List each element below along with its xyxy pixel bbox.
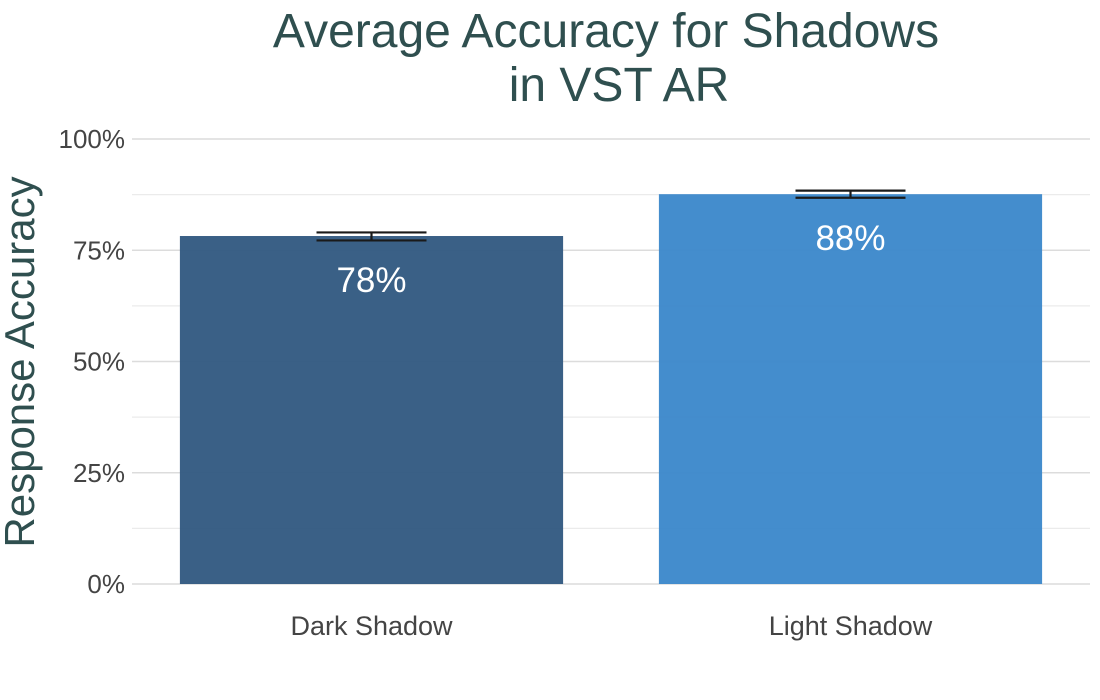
- error-bar: [795, 189, 906, 199]
- error-bar: [316, 231, 427, 242]
- chart-title-line-1: Average Accuracy for Shadows: [273, 5, 939, 58]
- x-axis-categories: Dark Shadow Light Shadow: [290, 611, 932, 641]
- x-category-label: Dark Shadow: [290, 611, 453, 641]
- data-label: 78%: [336, 261, 406, 300]
- y-axis-ticks: 0% 25% 50% 75% 100%: [59, 124, 126, 599]
- y-tick-label: 100%: [59, 124, 126, 154]
- y-axis-label: Response Accuracy: [0, 176, 43, 547]
- y-tick-label: 0%: [87, 569, 125, 599]
- y-tick-label: 50%: [73, 347, 125, 377]
- x-category-label: Light Shadow: [769, 611, 933, 641]
- data-labels: 78% 88%: [336, 219, 885, 300]
- data-label: 88%: [815, 219, 885, 258]
- chart-title-line-2: in VST AR: [509, 59, 730, 112]
- y-tick-label: 25%: [73, 458, 125, 488]
- y-tick-label: 75%: [73, 235, 125, 265]
- bars: [179, 194, 1043, 584]
- error-bars: [316, 189, 906, 242]
- bar-light-shadow: [658, 194, 1043, 584]
- bar-dark-shadow: [179, 236, 564, 584]
